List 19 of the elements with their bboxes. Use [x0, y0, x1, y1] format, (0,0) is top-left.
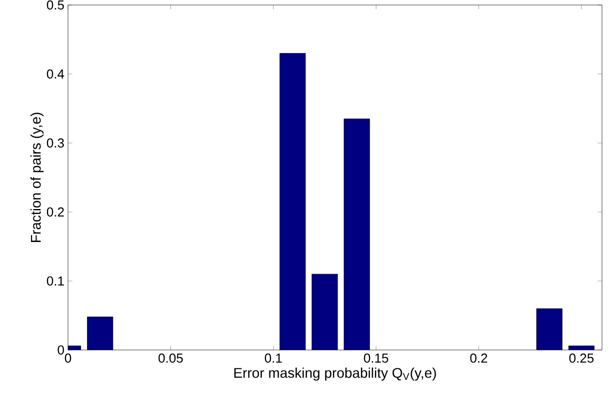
- x-tick-label: 0.05: [158, 354, 183, 363]
- y-tick-label: 0.3: [46, 138, 64, 148]
- x-axis-title: Error masking probability Q$_{V}$(y,e): [234, 368, 436, 381]
- bar: [344, 118, 370, 350]
- y-tick-label: 0.1: [46, 276, 64, 286]
- bar: [536, 308, 562, 350]
- y-axis-title: Fraction of pairs (y,e): [30, 112, 44, 242]
- y-tick-label: 0.5: [46, 0, 64, 10]
- x-tick-label: 0.15: [364, 354, 388, 363]
- x-tick-label: 0: [64, 354, 72, 363]
- y-tick-label: 0: [58, 345, 64, 355]
- bar: [87, 316, 114, 350]
- y-tick-label: 0.4: [46, 69, 64, 79]
- bar: [280, 53, 306, 350]
- x-tick-label: 0.2: [470, 354, 488, 363]
- bar: [312, 274, 338, 350]
- x-tick-label: 0.25: [569, 354, 594, 363]
- y-tick-label: 0.2: [46, 207, 64, 217]
- x-tick-label: 0.1: [264, 354, 282, 363]
